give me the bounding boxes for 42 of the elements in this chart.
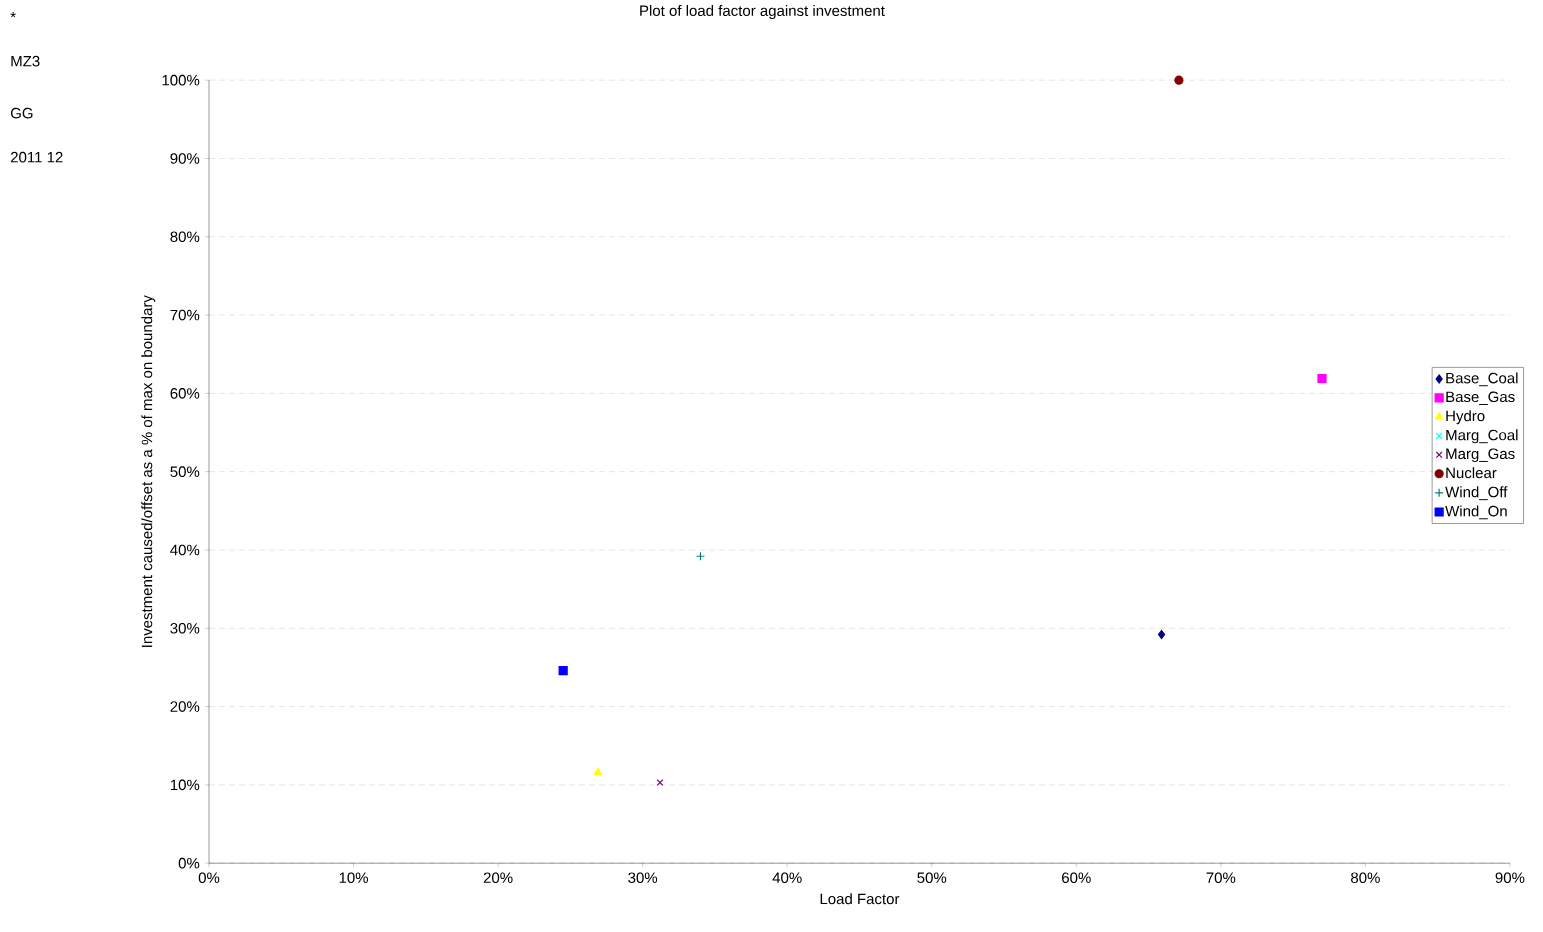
y-tick-label: 50% [170,466,200,477]
x-tick-label: 30% [628,872,658,883]
x-tick-label: 40% [772,872,802,883]
y-axis-title: Investment caused/offset as a % of max on boundary [141,295,156,647]
text: MZ3 [11,55,40,67]
point [656,779,664,786]
legend-label: Marg_Gas [1446,448,1515,462]
x-tick-label: 20% [483,872,513,883]
point [1317,373,1327,384]
x-tick-label: 60% [1062,872,1091,883]
x-tick-label: 80% [1351,872,1380,883]
x-tick-label: 90% [1495,872,1525,883]
legend-label: Base_Gas [1446,391,1515,405]
y-tick-label: 10% [170,779,200,791]
chart-title: Plot of load factor against investment [640,4,885,19]
y-tick-label: 90% [170,153,200,164]
y-tick-label: 80% [170,231,200,243]
y-tick-label: 30% [170,622,200,634]
point [593,767,602,775]
legend-label: Hydro [1446,410,1485,425]
y-tick-label: 20% [170,701,200,712]
y-tick-label: 0% [178,857,200,869]
legend-label: Base_Coal [1446,372,1518,387]
text: GG [10,107,33,119]
legend-label: Wind_On [1445,505,1507,520]
point [1174,75,1184,85]
x-axis-title: Load Factor [820,893,900,905]
x-tick-label: 10% [339,872,369,883]
text: * [10,11,16,18]
legend-label: Nuclear [1446,467,1497,479]
y-tick-label: 100% [162,74,200,86]
y-tick-label: 60% [170,387,200,399]
text: 2011 12 [10,151,63,163]
x-tick-label: 70% [1206,872,1236,883]
point [1157,629,1166,640]
x-tick-label: 0% [198,872,220,883]
legend-label: Wind_Off [1445,486,1508,501]
x-tick-label: 50% [917,872,947,883]
legend-label: Marg_Coal [1446,429,1518,444]
y-tick-label: 70% [170,309,200,321]
y-tick-label: 40% [170,544,200,556]
point [558,665,568,676]
